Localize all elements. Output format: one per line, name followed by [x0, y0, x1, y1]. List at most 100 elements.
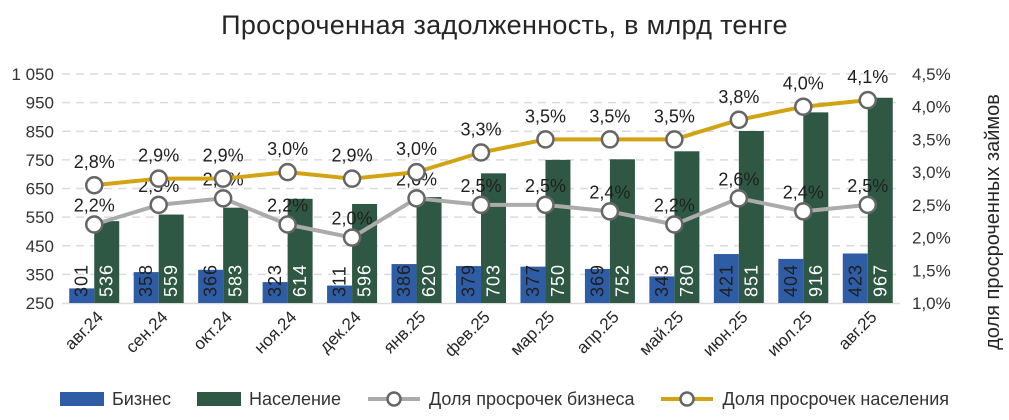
y-tick-label-left: 350 — [26, 265, 54, 284]
y-tick-label-right: 1,0% — [912, 294, 951, 313]
marker-business-share — [600, 202, 620, 221]
bar-business — [133, 272, 159, 303]
bar-population — [223, 207, 249, 303]
y-tick-label-left: 650 — [26, 180, 54, 199]
bar-population — [609, 159, 635, 303]
x-tick-label: июн.25 — [699, 307, 752, 360]
bar-label-population: 780 — [677, 264, 697, 297]
legend-swatch-population-line-icon — [661, 391, 714, 407]
bar-label-population: 752 — [612, 264, 632, 297]
x-tick-label: дек.24 — [316, 307, 365, 356]
bar-business — [391, 264, 417, 303]
bar-label-business: 358 — [136, 264, 156, 297]
bar-label-business: 343 — [652, 264, 672, 297]
bar-label-population: 851 — [741, 264, 761, 297]
bar-label-population: 596 — [355, 264, 375, 297]
pct-label-business: 2,4% — [783, 182, 824, 202]
bar-label-business: 323 — [265, 264, 285, 297]
x-tick-label: окт.24 — [190, 307, 236, 353]
x-tick-label: мар.25 — [507, 307, 559, 359]
pct-label-population: 3,5% — [654, 106, 695, 126]
legend-label-population: Население — [249, 388, 341, 409]
bar-business — [649, 276, 675, 303]
y-tick-label-right: 4,5% — [912, 65, 951, 84]
pct-label-population: 3,5% — [589, 106, 630, 126]
pct-label-business: 2,2% — [267, 195, 308, 215]
bar-label-population: 703 — [484, 264, 504, 297]
marker-population-share — [342, 169, 362, 188]
y-tick-label-right: 1,5% — [912, 261, 951, 280]
bar-label-population: 614 — [290, 264, 310, 297]
y-tick-label-left: 450 — [26, 237, 54, 256]
marker-population-share — [407, 162, 426, 182]
bar-population — [352, 203, 378, 303]
marker-business-share — [794, 202, 813, 221]
legend-label-business: Бизнес — [111, 388, 172, 409]
bar-label-population: 536 — [97, 264, 117, 297]
bar-business — [456, 266, 481, 303]
marker-business-share — [342, 228, 362, 247]
x-tick-label: сен.24 — [122, 307, 171, 356]
pct-label-population: 3,8% — [718, 87, 759, 107]
x-tick-label: авг.25 — [834, 307, 880, 353]
marker-population-share — [794, 97, 813, 116]
bar-population — [481, 173, 506, 303]
bar-population — [94, 221, 120, 303]
pct-label-business: 2,6% — [718, 169, 759, 189]
bar-business — [584, 268, 610, 303]
pct-label-business: 2,5% — [460, 176, 501, 196]
bar-label-population: 620 — [419, 264, 439, 297]
bar-population — [738, 130, 764, 303]
bar-business — [198, 269, 224, 303]
legend-swatch-business-line — [367, 390, 421, 408]
bar-population — [545, 159, 571, 303]
y-tick-label-right: 2,5% — [912, 196, 951, 215]
legend-swatch-population-line — [660, 390, 714, 408]
marker-population-share — [278, 162, 297, 182]
marker-business-share — [729, 189, 749, 208]
chart-title: Просроченная задолженность, в млрд тенге — [221, 10, 788, 40]
pct-label-population: 4,0% — [783, 74, 824, 94]
y-tick-label-left: 250 — [26, 294, 54, 313]
marker-population-share — [471, 143, 491, 162]
bar-label-business: 369 — [587, 264, 607, 297]
x-tick-label: апр.25 — [573, 307, 623, 357]
marker-business-share — [278, 215, 297, 234]
marker-population-share — [84, 175, 104, 195]
bar-business — [778, 258, 804, 303]
bar-population — [287, 198, 313, 303]
marker-population-share — [536, 130, 555, 149]
bar-population — [158, 214, 184, 303]
plot-area: 1 050 950 850 750 650 550 450 350 250 4,5% 4,0% 3,5… — [11, 65, 1004, 361]
pct-label-business: 2,4% — [589, 182, 630, 202]
bar-label-population: 750 — [548, 264, 568, 297]
bar-label-population: 916 — [806, 264, 826, 297]
y-tick-label-right: 3,0% — [912, 163, 951, 182]
legend-item-business-share: Доля просрочек бизнеса — [367, 388, 635, 410]
legend-swatch-business-bar — [59, 392, 104, 406]
legend-item-population-share: Доля просрочек населения — [660, 389, 949, 410]
y-tick-label-right: 4,0% — [912, 98, 951, 117]
bar-business — [713, 254, 739, 303]
x-tick-label: ноя.24 — [250, 307, 300, 357]
bar-label-business: 301 — [72, 264, 92, 297]
marker-business-share — [407, 189, 426, 208]
marker-business-share — [471, 195, 491, 215]
pct-label-population: 3,3% — [460, 120, 501, 140]
y-tick-label-left: 850 — [26, 122, 54, 141]
marker-population-share — [149, 169, 168, 188]
bar-label-business: 366 — [201, 264, 221, 297]
marker-population-share — [600, 130, 620, 149]
y-tick-label-left: 750 — [26, 151, 54, 170]
legend-label-business-share: Доля просрочек бизнеса — [428, 388, 635, 409]
pct-label-business: 2,5% — [525, 176, 566, 196]
marker-business-share — [665, 215, 684, 234]
marker-population-share — [665, 130, 684, 149]
y-tick-label-right: 2,0% — [912, 229, 951, 248]
bar-business — [262, 282, 288, 303]
bar-population — [416, 197, 442, 303]
legend-label-population-share: Доля просрочек населения — [722, 388, 950, 409]
y-tick-label-left: 550 — [26, 208, 54, 227]
x-tick-label: янв.25 — [380, 307, 430, 357]
